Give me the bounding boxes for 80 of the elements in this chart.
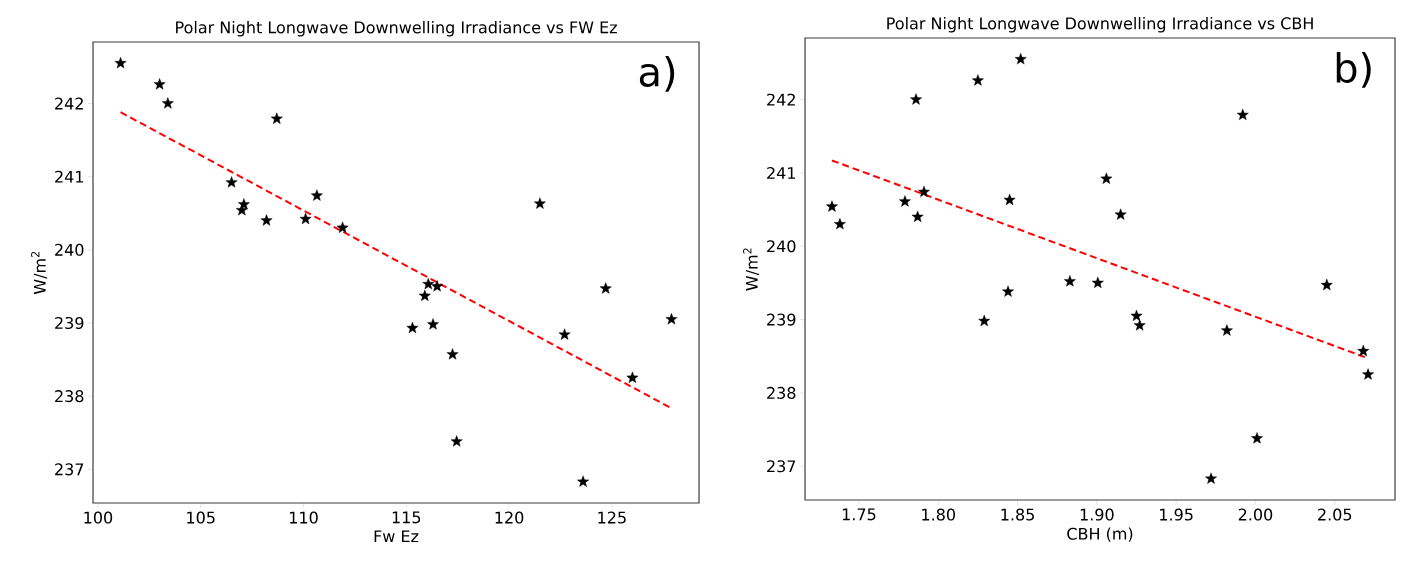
y-tick-label: 239 [55, 316, 84, 330]
y-tick-label: 240 [767, 240, 796, 253]
point [1362, 368, 1374, 380]
y-tick-label: 242 [55, 97, 83, 110]
x-tick-label: 1.75 [842, 508, 876, 521]
point [299, 212, 312, 225]
x-tick-label: 115 [392, 511, 421, 524]
x-axis-title: Fw Ez [374, 530, 419, 543]
point [1320, 278, 1333, 291]
y-tick-label: 242 [767, 93, 795, 106]
annotation: b) [1336, 52, 1371, 88]
annotation: a) [639, 56, 675, 92]
point [971, 74, 984, 86]
point [431, 280, 444, 292]
point [911, 210, 924, 222]
x-axis-title: CBH (m) [1067, 527, 1133, 542]
point [1205, 472, 1217, 484]
point [978, 314, 991, 327]
point [1002, 285, 1014, 297]
y-axis-title: W/m$^{2}$ [31, 251, 48, 295]
point [1357, 344, 1370, 357]
y-tick-label: 241 [767, 166, 796, 179]
point [834, 218, 846, 230]
point [336, 221, 349, 233]
point [406, 321, 419, 334]
point [153, 78, 166, 90]
point [899, 195, 911, 207]
point [534, 197, 546, 209]
x-tick-label: 110 [290, 511, 318, 524]
y-tick-label: 239 [767, 313, 796, 326]
point [225, 176, 238, 188]
point [310, 189, 323, 201]
point [427, 318, 439, 330]
x-tick-label: 2.00 [1238, 508, 1273, 521]
point [826, 200, 838, 212]
point [114, 57, 127, 69]
point [270, 112, 283, 124]
y-tick-label: 240 [55, 243, 84, 256]
point [161, 97, 174, 109]
x-tick-label: 120 [495, 511, 524, 524]
point [1251, 432, 1263, 444]
x-tick-label: 1.90 [1080, 508, 1114, 521]
chart-title: Polar Night Longwave Downwelling Irradiance vs FW Ez [176, 21, 617, 37]
point [422, 277, 435, 290]
point [1063, 275, 1076, 287]
point [450, 435, 463, 447]
x-tick-label: 125 [598, 511, 626, 524]
point [599, 282, 612, 294]
chart-title: Polar Night Longwave Downwelling Irradiance vs CBH [887, 17, 1313, 33]
point [1014, 53, 1027, 65]
x-tick-label: 100 [84, 511, 113, 524]
point [918, 185, 930, 198]
point [1114, 208, 1127, 220]
point [1221, 324, 1233, 336]
x-tick-label: 105 [187, 511, 215, 524]
y-tick-label: 241 [55, 170, 84, 183]
point [1091, 276, 1104, 288]
y-tick-label: 237 [767, 460, 796, 473]
point [1003, 193, 1016, 206]
point [626, 371, 639, 383]
x-tick-label: 1.85 [1001, 508, 1034, 521]
x-tick-label: 2.05 [1318, 508, 1352, 521]
point [1236, 108, 1249, 121]
point [577, 475, 589, 487]
y-tick-label: 237 [55, 463, 84, 476]
point [665, 313, 678, 325]
point [235, 204, 248, 216]
y-axis-title: W/m$^{2}$ [743, 248, 760, 291]
point [1133, 319, 1146, 331]
y-tick-label: 238 [767, 386, 796, 399]
point [418, 289, 431, 301]
point [910, 93, 922, 105]
point [1130, 309, 1143, 321]
x-tick-label: 1.80 [922, 508, 955, 521]
point [1100, 172, 1113, 184]
x-tick-label: 1.95 [1160, 508, 1193, 521]
y-tick-label: 238 [55, 390, 84, 403]
point [260, 214, 273, 226]
point [558, 328, 571, 340]
point [446, 348, 459, 360]
